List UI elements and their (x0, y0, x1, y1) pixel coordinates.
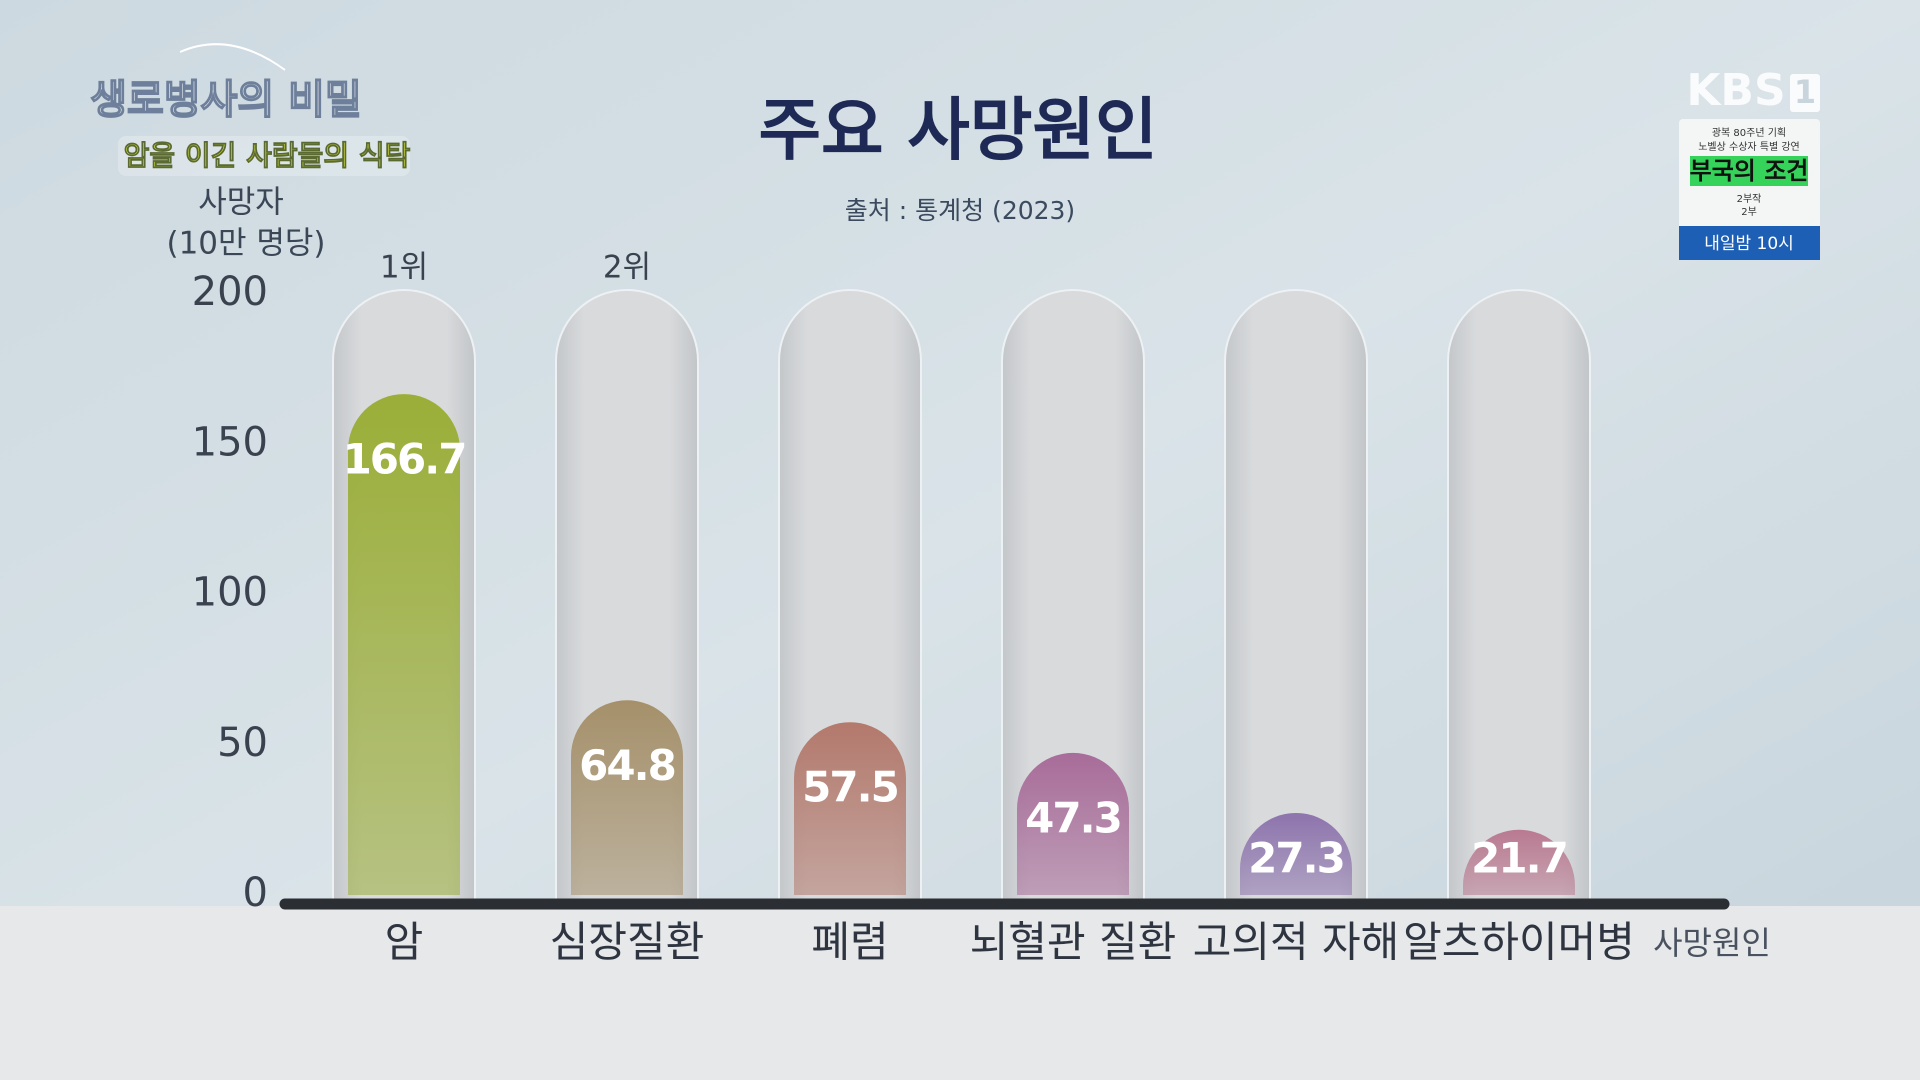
y-tick-label: 0 (243, 870, 268, 916)
promo-part: 2부 (1741, 207, 1757, 218)
bar-track (1224, 289, 1368, 902)
logo-arc (179, 43, 286, 71)
x-tick-label: 폐렴 (811, 918, 888, 967)
channel-number: 1 (1794, 73, 1816, 111)
y-axis-label: 사망자 (198, 185, 284, 221)
x-tick-label: 뇌혈관 질환 (970, 918, 1177, 967)
rank-label: 1위 (380, 250, 428, 286)
channel-logo: KBS 1 (1686, 65, 1820, 116)
floor-band (0, 906, 1920, 1080)
promo-card (1679, 119, 1820, 260)
bar (1017, 752, 1129, 895)
bar (1240, 812, 1353, 895)
promo-title-band (1690, 156, 1808, 186)
value-label: 47.3 (1025, 793, 1121, 842)
x-tick-label: 고의적 자해 (1193, 918, 1400, 967)
chart-subtitle: 출처 : 통계청 (2023) (845, 196, 1075, 225)
promo-title: 부국의 조건 (1690, 157, 1809, 185)
rank-label: 2위 (603, 250, 651, 286)
x-tick-label: 암 (385, 918, 424, 967)
promo-parts: 2부작 (1737, 193, 1762, 205)
x-tick-label: 심장질환 (550, 918, 705, 967)
x-axis-label: 사망원인 (1653, 924, 1771, 962)
y-tick-label: 200 (192, 269, 268, 315)
bar (571, 700, 683, 895)
plot: 166.7 64.8 57.5 47.3 27.3 21.7 (343, 394, 1575, 895)
bar-track (1001, 289, 1145, 902)
episode-title: 암을 이긴 사람들의 식탁 (124, 139, 411, 172)
bar-track (1447, 289, 1591, 902)
bar (1463, 829, 1575, 895)
promo-time: 내일밤 10시 (1704, 234, 1794, 254)
value-label: 166.7 (343, 435, 466, 484)
bar (794, 722, 906, 895)
bar (348, 394, 460, 895)
channel-box (1790, 74, 1820, 112)
program-logo: 생로병사의 비밀 암을 이긴 사람들의 식탁 (89, 43, 411, 176)
promo-line1: 광복 80주년 기획 (1712, 127, 1786, 139)
channel-name: KBS (1686, 65, 1785, 116)
promo-line2: 노벨상 수상자 특별 강연 (1698, 141, 1800, 153)
value-label: 64.8 (579, 741, 675, 790)
value-label: 27.3 (1248, 834, 1344, 883)
y-tick-label: 50 (217, 720, 268, 766)
y-tick-label: 100 (192, 570, 268, 616)
chart-title: 주요 사망원인 (758, 92, 1157, 171)
y-tick-label: 150 (192, 419, 268, 465)
promo-box: 광복 80주년 기획 노벨상 수상자 특별 강연 부국의 조건 2부작 2부 내… (1679, 119, 1820, 260)
episode-band (118, 136, 410, 176)
x-tick-label: 알츠하이머병 (1403, 918, 1635, 967)
value-label: 57.5 (802, 763, 898, 812)
promo-time-band (1679, 226, 1820, 260)
y-axis-unit: (10만 명당) (166, 226, 325, 262)
program-title: 생로병사의 비밀 (90, 77, 362, 123)
value-label: 21.7 (1471, 834, 1567, 883)
